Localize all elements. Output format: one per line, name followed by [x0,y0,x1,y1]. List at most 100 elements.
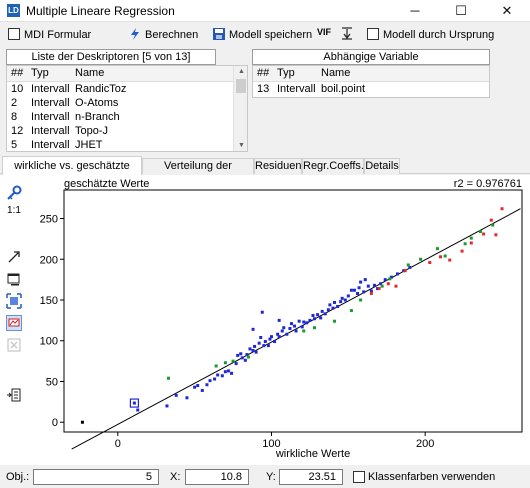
save-model-button[interactable]: Modell speichern [229,29,313,41]
col-typ[interactable]: Typ [277,67,295,79]
data-point-red [377,287,381,291]
close-button[interactable]: ✕ [501,3,513,18]
diagonal-arrow-icon[interactable] [6,249,22,265]
key-icon[interactable] [6,185,22,201]
data-point-green [463,242,467,246]
descriptor-list-header[interactable]: Liste der Deskriptoren [5 von 13] [6,49,216,65]
data-point-blue [339,300,343,304]
data-point-blue [323,312,327,316]
data-point-red [448,258,452,262]
mdi-checkbox[interactable] [8,28,20,40]
selected-point-marker [129,398,139,408]
minimize-button[interactable]: ─ [410,3,420,18]
data-point-blue [239,352,243,356]
descriptor-row[interactable]: 8 Intervall n-Branch [7,110,247,124]
class-colors-checkbox[interactable] [353,471,365,483]
y-label: Y: [266,471,276,483]
x-tick-label: 200 [416,438,434,450]
col-typ[interactable]: Typ [31,67,49,79]
y-field[interactable]: 23.51 [279,469,343,485]
data-point-blue [205,383,209,387]
data-point-blue [359,280,363,284]
data-point-green [332,319,336,323]
data-point-blue [366,284,370,288]
data-point-blue [346,294,350,298]
y-axis-label: geschätzte Werte [64,178,149,190]
row-num: 2 [11,97,18,109]
descriptor-row[interactable]: 10 Intervall RandicToz [7,82,247,96]
data-point-blue [293,324,297,328]
y-tick-label: 100 [40,336,58,348]
status-bar: Obj.: 5 X: 10.8 Y: 23.51 Klassenfarben v… [0,466,530,488]
data-point-blue [251,327,255,331]
window-icon[interactable] [6,271,22,287]
col-num[interactable]: ## [257,67,270,79]
close-box-icon[interactable] [6,337,22,353]
tab-bar: wirkliche vs. geschätzte Werte Verteilun… [0,156,530,190]
data-point-blue [257,341,261,345]
dependent-variable-header[interactable]: Abhängige Variable [252,49,490,65]
data-point-blue [234,362,238,366]
data-point-blue [389,275,393,279]
data-point-blue [362,290,366,294]
data-point-blue [243,358,247,362]
data-point-blue [376,287,380,291]
descriptor-row[interactable]: 12 Intervall Topo-J [7,124,247,138]
col-num[interactable]: ## [11,67,24,79]
data-point-blue [311,313,315,317]
scatter-chart[interactable]: geschätzte Werte r2 = 0.976761 wirkliche W… [30,175,530,465]
scale-1-1-icon[interactable]: 1:1 [7,205,21,216]
data-point-blue [273,340,277,344]
col-name[interactable]: Name [321,67,351,79]
data-point-green [167,376,171,380]
data-point-blue [132,401,136,405]
row-typ: Intervall [277,83,316,95]
data-point-green [443,254,447,258]
data-point-blue [236,353,240,357]
zoom-fit-icon[interactable] [6,293,22,309]
data-point-blue [248,347,252,351]
tab-residual-distribution[interactable]: Verteilung der Residuen [142,158,254,186]
scroll-down-icon[interactable]: ▼ [238,142,245,149]
data-point-green [435,247,439,251]
scroll-up-icon[interactable]: ▲ [238,68,245,75]
x-field[interactable]: 10.8 [185,469,249,485]
data-point-blue [262,344,266,348]
data-point-blue [208,379,212,383]
data-point-red [482,232,486,236]
scroll-thumb[interactable] [236,79,246,93]
title-bar: LD Multiple Lineare Regression ─ ☐ ✕ [0,0,530,22]
tab-regression-coefficients[interactable]: Regr.Coeffs. [302,158,364,174]
data-point-blue [331,306,335,310]
tab-actual-vs-estimated[interactable]: wirkliche vs. geschätzte Werte [2,156,142,190]
data-point-blue [289,322,293,326]
data-point-blue [319,316,323,320]
descriptor-row[interactable]: 2 Intervall O-Atoms [7,96,247,110]
maximize-button[interactable]: ☐ [455,3,467,18]
descriptor-row[interactable]: 5 Intervall JHET [7,138,247,151]
dependent-row[interactable]: 13 Intervall boil.point [253,82,489,96]
export-icon[interactable] [6,387,22,403]
tab-residuals[interactable]: Residuen [254,158,302,174]
data-point-green [359,298,363,302]
col-name[interactable]: Name [75,67,105,79]
data-point-red [394,284,398,288]
x-axis-label: wirkliche Werte [275,448,350,460]
descriptor-scrollbar[interactable]: ▲ ▼ [233,66,247,151]
row-num: 12 [11,125,24,137]
sort-icon[interactable] [340,26,354,40]
calculate-icon[interactable] [128,27,142,41]
vif-button[interactable]: VIF [317,27,332,37]
row-name: O-Atoms [75,97,119,109]
plot-area [63,189,523,433]
calculate-button[interactable]: Berechnen [145,29,199,41]
y-tick-label: 250 [40,214,58,226]
obj-field[interactable]: 5 [33,469,159,485]
class-colors-icon[interactable] [6,315,22,331]
chart-panel: 1:1 geschätzte Werte r2 = 0.976761 wirklic… [0,175,530,465]
tab-details[interactable]: Details [364,158,400,174]
origin-checkbox[interactable] [367,28,379,40]
data-point-green [479,230,483,234]
data-point-blue [396,272,400,276]
save-icon[interactable] [212,27,226,41]
